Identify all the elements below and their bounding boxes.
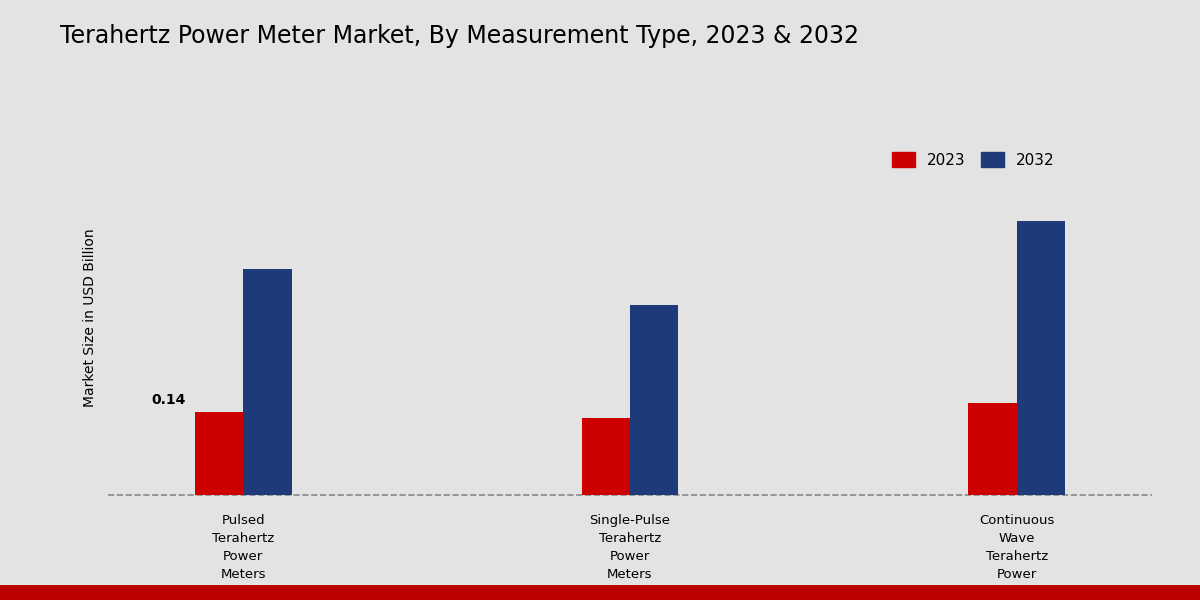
Y-axis label: Market Size in USD Billion: Market Size in USD Billion <box>83 229 97 407</box>
Bar <box>1016 221 1064 495</box>
Text: 0.14: 0.14 <box>151 393 185 407</box>
Legend: 2023, 2032: 2023, 2032 <box>886 146 1061 174</box>
Bar <box>194 412 244 495</box>
Bar <box>244 269 292 495</box>
Text: Terahertz Power Meter Market, By Measurement Type, 2023 & 2032: Terahertz Power Meter Market, By Measure… <box>60 24 859 48</box>
Bar <box>968 403 1016 495</box>
Bar <box>630 305 678 495</box>
Bar <box>582 418 630 495</box>
